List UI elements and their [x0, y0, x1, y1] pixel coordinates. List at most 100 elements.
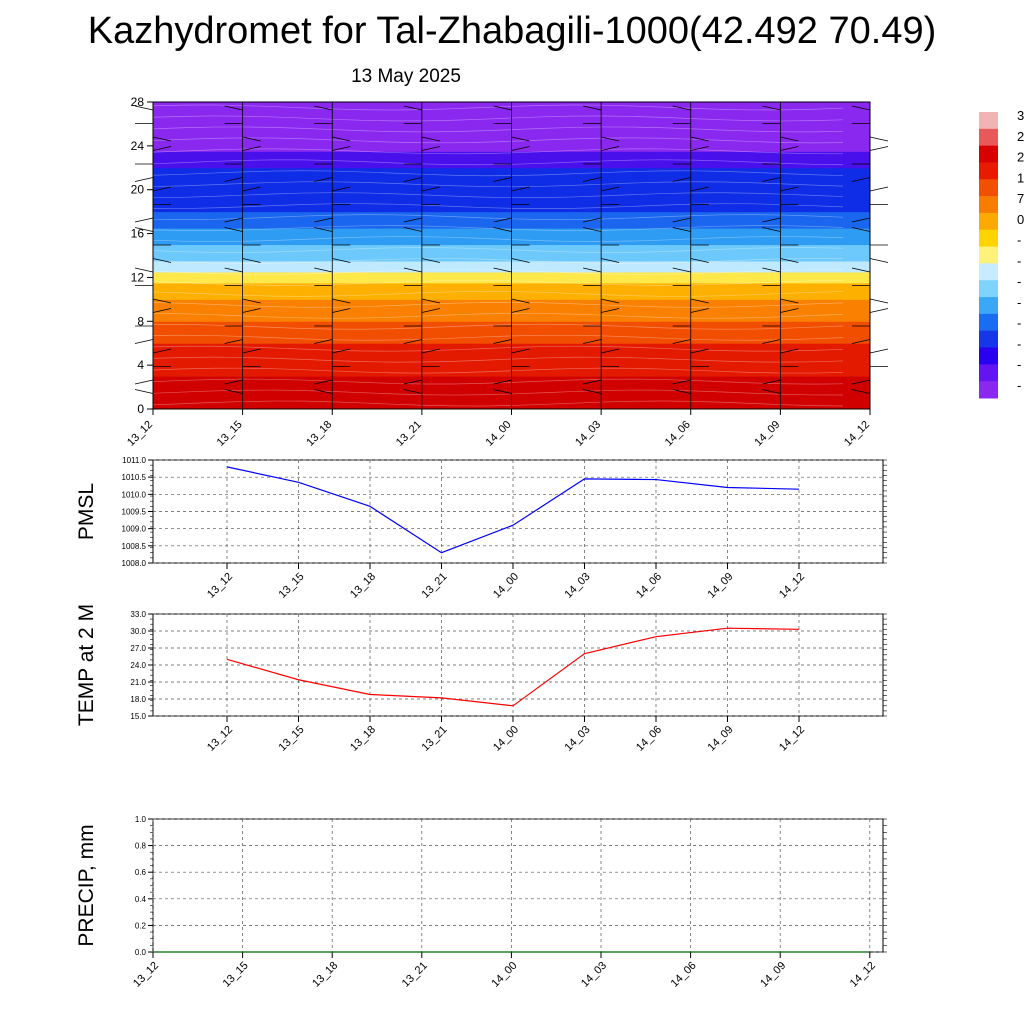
- heatmap-ytick-label-6: 4: [137, 358, 144, 372]
- wind-barb-6-6: [690, 186, 709, 192]
- wind-barb-6-12: [672, 267, 691, 273]
- wind-barb-0-18: [152, 348, 172, 354]
- colorbar-label-3: 1: [1017, 170, 1024, 185]
- panel3-xtick-label-8: 14_12: [848, 960, 878, 990]
- wind-barb-8-9: [851, 227, 871, 232]
- panel2-xtick-label-1: 13_15: [277, 724, 307, 754]
- colorbar-label-1: 2: [1017, 129, 1024, 144]
- chart-date: 13 May 2025: [351, 66, 461, 87]
- wind-barb-1-6: [242, 186, 261, 192]
- wind-barb-8-6: [869, 186, 889, 192]
- wind-barb-5-20: [583, 379, 602, 385]
- panel1-xtick-label-3: 13_21: [420, 571, 450, 601]
- panel2-xtick-label-4: 14_00: [491, 724, 521, 754]
- panel1-xtick-label-6: 14_06: [634, 571, 664, 601]
- wind-barb-5-9: [583, 227, 602, 232]
- colorbar-label-5: 0: [1017, 212, 1024, 227]
- wind-barb-8-11: [869, 258, 889, 263]
- panel3-xtick-label-1: 13_15: [221, 960, 251, 990]
- wind-barb-5-3: [601, 146, 620, 151]
- wind-barb-6-9: [672, 227, 691, 232]
- colorbar-segment-2: [979, 145, 998, 163]
- heatmap-ytick-label-3: 16: [131, 227, 145, 241]
- panel2-ytick-label-0: 33.0: [130, 610, 146, 619]
- wind-barb-2-0: [314, 105, 333, 111]
- colorbar-label-10: -: [1017, 316, 1021, 331]
- wind-barb-3-21: [403, 389, 422, 394]
- colorbar-segment-12: [979, 313, 998, 332]
- colorbar-segment-8: [979, 246, 998, 264]
- wind-barb-8-8: [851, 217, 871, 223]
- wind-barb-4-18: [511, 348, 530, 354]
- wind-barb-3-12: [403, 267, 422, 273]
- wind-barb-3-15: [421, 308, 440, 313]
- wind-barb-1-2: [242, 136, 261, 142]
- wind-barb-2-17: [314, 339, 333, 344]
- wind-barb-5-14: [601, 298, 620, 304]
- panel2-xtick-label-0: 13_12: [205, 724, 235, 754]
- wind-barb-7-20: [762, 379, 781, 385]
- heatmap-ytick-label-0: 28: [131, 95, 145, 109]
- wind-barb-0-0: [134, 105, 154, 111]
- wind-barb-2-18: [332, 348, 351, 354]
- heatmap-ytick-label-1: 24: [131, 139, 145, 153]
- wind-barb-8-18: [869, 348, 889, 354]
- wind-barb-0-8: [134, 217, 154, 223]
- heatmap-xtick-label-2: 13_18: [304, 419, 334, 449]
- wind-barb-6-0: [672, 105, 691, 111]
- panel1-xtick-label-0: 13_12: [205, 571, 235, 601]
- colorbar-segment-14: [979, 347, 998, 365]
- heatmap-xtick-label-1: 13_15: [215, 419, 245, 449]
- wind-barb-1-15: [242, 308, 261, 313]
- colorbar-segment-6: [979, 212, 998, 231]
- wind-barb-3-11: [421, 258, 440, 263]
- wind-barb-6-11: [690, 258, 709, 263]
- wind-barb-1-3: [242, 146, 261, 151]
- wind-barb-6-14: [690, 298, 709, 304]
- wind-barb-7-5: [762, 177, 781, 182]
- wind-barb-7-0: [762, 105, 781, 111]
- wind-barb-6-8: [672, 217, 691, 223]
- heatmap-ytick-label-2: 20: [131, 183, 145, 197]
- wind-barb-4-9: [493, 227, 512, 232]
- panel3-xtick-label-4: 14_00: [489, 960, 519, 990]
- heatmap-xtick-label-5: 14_03: [573, 419, 603, 449]
- wind-barb-5-2: [601, 136, 620, 142]
- wind-barb-0-2: [152, 136, 172, 142]
- colorbar-segment-7: [979, 229, 998, 248]
- panel3-xtick-label-6: 14_06: [669, 960, 699, 990]
- wind-barb-6-17: [672, 339, 691, 344]
- panel2-xtick-label-8: 14_12: [777, 724, 807, 754]
- panel3-xtick-label-0: 13_12: [131, 960, 161, 990]
- heatmap-ytick-label-4: 12: [131, 270, 145, 284]
- wind-barb-1-5: [224, 177, 243, 182]
- wind-barb-2-21: [314, 389, 333, 394]
- panel3-ytick-label-4: 0.2: [135, 921, 147, 930]
- wind-barb-4-12: [493, 267, 512, 273]
- panel1-xtick-label-1: 13_15: [277, 571, 307, 601]
- wind-barb-6-21: [672, 389, 691, 394]
- wind-barb-7-8: [762, 217, 781, 223]
- wind-barb-1-20: [224, 379, 243, 385]
- wind-barb-7-18: [780, 348, 799, 354]
- colorbar-segment-16: [979, 381, 998, 399]
- wind-barb-7-21: [762, 389, 781, 394]
- panel1-ytick-label-4: 1009.0: [122, 525, 147, 534]
- panel2-ytick-label-6: 15.0: [130, 712, 146, 721]
- heatmap-xtick-label-6: 14_06: [663, 419, 693, 449]
- colorbar-segment-13: [979, 330, 998, 349]
- wind-barb-4-2: [511, 136, 530, 142]
- wind-barb-7-6: [780, 186, 799, 192]
- panel2-xtick-label-3: 13_21: [420, 724, 450, 754]
- wind-barb-1-21: [224, 389, 243, 394]
- panel2-ytick-label-1: 30.0: [130, 627, 146, 636]
- colorbar-segment-3: [979, 162, 998, 180]
- wind-barb-8-21: [851, 389, 871, 394]
- wind-barb-2-2: [332, 136, 351, 142]
- colorbar-label-4: 7: [1017, 191, 1024, 206]
- wind-barb-5-11: [601, 258, 620, 263]
- panel1-xtick-label-5: 14_03: [563, 571, 593, 601]
- wind-barb-0-14: [152, 298, 172, 304]
- wind-barb-7-17: [762, 339, 781, 344]
- wind-barb-3-3: [421, 146, 440, 151]
